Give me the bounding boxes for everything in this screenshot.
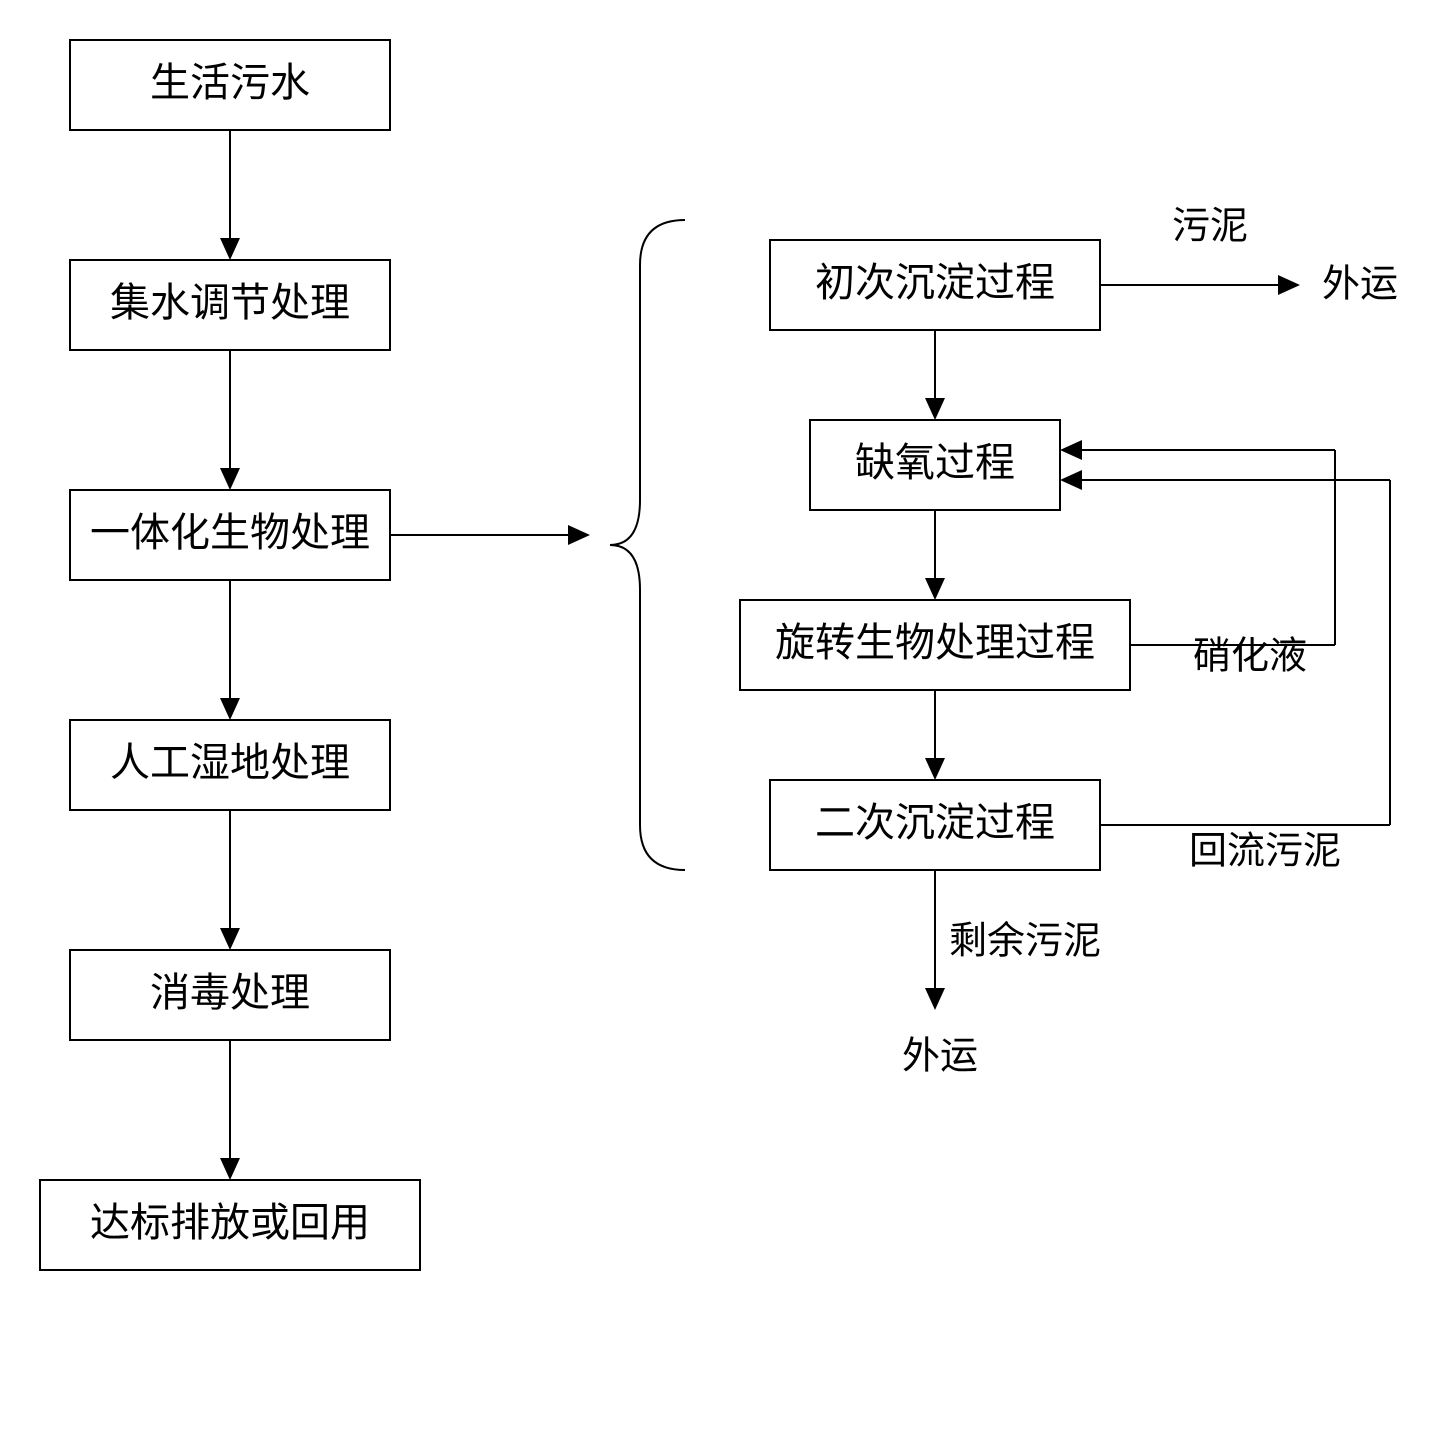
label-return-sludge: 回流污泥 [1189, 831, 1341, 873]
left-box-2-label: 一体化生物处理 [90, 510, 370, 555]
left-box-0-label: 生活污水 [150, 60, 310, 105]
arrowhead [220, 468, 240, 490]
left-box-4-label: 消毒处理 [150, 970, 310, 1015]
arrowhead [220, 238, 240, 260]
label-excess-sludge: 剩余污泥 [949, 921, 1101, 963]
arrowhead [1278, 275, 1300, 295]
arrowhead [568, 525, 590, 545]
arrowhead [1060, 470, 1082, 490]
arrowhead [925, 988, 945, 1010]
arrowhead [925, 398, 945, 420]
arrowhead [220, 1158, 240, 1180]
label-transport-bot: 外运 [902, 1036, 978, 1078]
left-box-3-label: 人工湿地处理 [110, 740, 350, 785]
label-nitrate: 硝化液 [1193, 636, 1307, 678]
arrowhead [220, 698, 240, 720]
arrowhead [925, 758, 945, 780]
left-box-5-label: 达标排放或回用 [90, 1200, 370, 1245]
right-box-anoxic-label: 缺氧过程 [855, 440, 1015, 485]
label-transport-top: 外运 [1322, 264, 1398, 306]
brace [610, 220, 685, 870]
right-box-secondary-label: 二次沉淀过程 [815, 800, 1055, 845]
right-box-rbc-label: 旋转生物处理过程 [775, 620, 1095, 665]
left-box-1-label: 集水调节处理 [110, 280, 350, 325]
arrowhead [925, 578, 945, 600]
arrowhead [1060, 440, 1082, 460]
label-sludge-top: 污泥 [1172, 206, 1248, 248]
right-box-primary-label: 初次沉淀过程 [815, 260, 1055, 305]
arrowhead [220, 928, 240, 950]
